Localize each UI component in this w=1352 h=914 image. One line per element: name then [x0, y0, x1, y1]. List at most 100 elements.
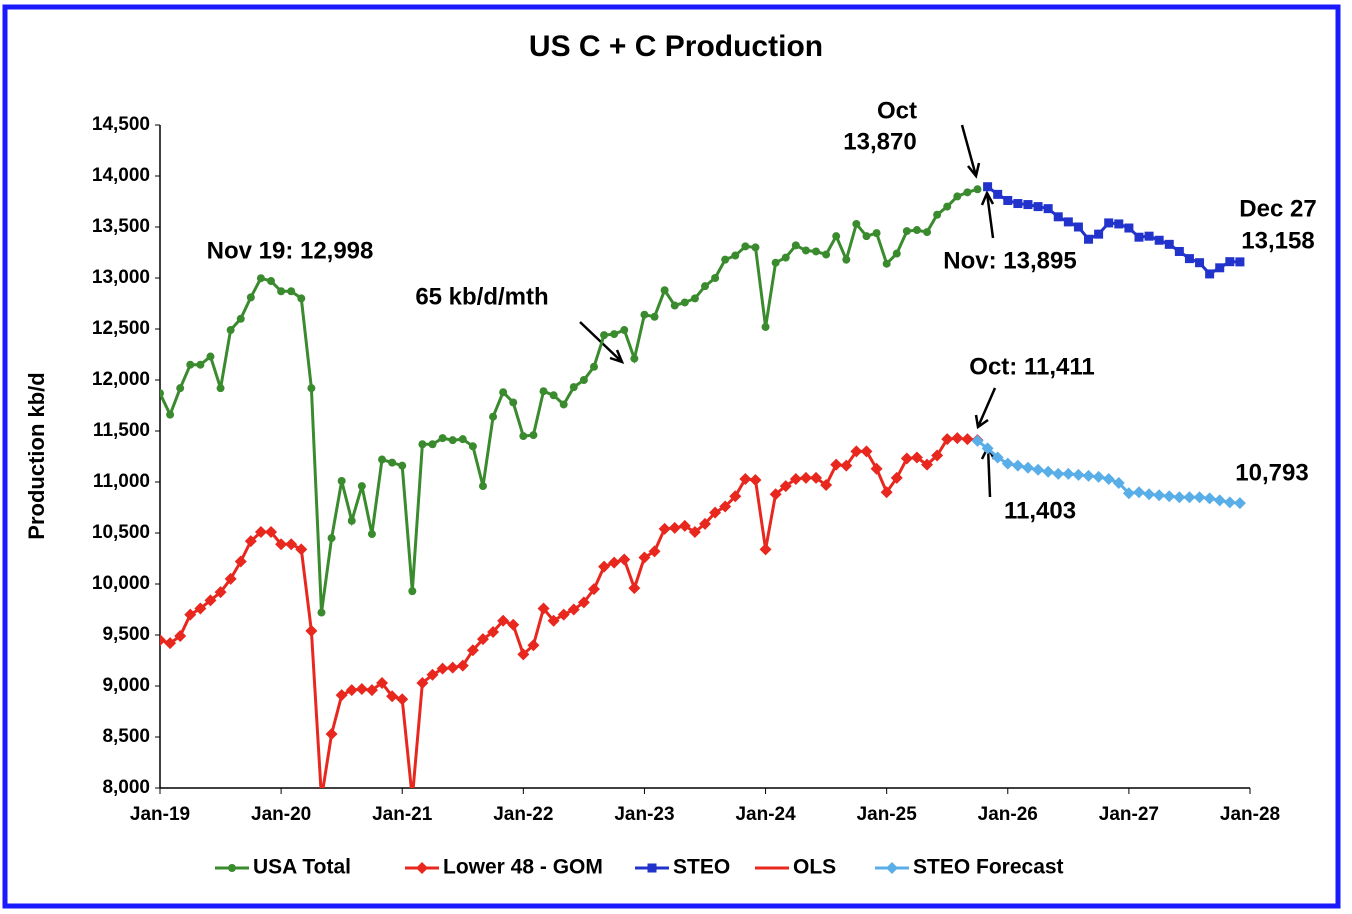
point	[557, 608, 570, 621]
point	[751, 243, 760, 252]
point	[160, 389, 164, 398]
point	[1003, 195, 1013, 205]
point	[1183, 491, 1196, 504]
point	[367, 530, 376, 539]
y-tick-label: 11,000	[93, 471, 150, 492]
point	[749, 473, 762, 486]
point	[194, 602, 207, 615]
point	[1124, 223, 1134, 233]
point	[357, 482, 366, 491]
point	[446, 661, 459, 674]
point	[1072, 468, 1085, 481]
legend-item: OLS	[755, 856, 836, 879]
point	[355, 683, 368, 696]
point	[668, 521, 681, 534]
point	[567, 603, 580, 616]
point	[973, 185, 982, 194]
point	[1052, 467, 1065, 480]
point	[468, 442, 477, 451]
point	[832, 232, 841, 241]
point	[164, 637, 177, 650]
point	[214, 586, 227, 599]
point	[246, 293, 255, 302]
point	[539, 387, 548, 396]
point	[983, 182, 993, 192]
point	[650, 312, 659, 321]
point	[921, 458, 934, 471]
point	[478, 482, 487, 491]
annotation: 65 kb/d/mth	[415, 283, 548, 310]
legend-item: STEO Forecast	[875, 856, 1064, 879]
point	[569, 383, 578, 392]
point	[721, 255, 730, 264]
chart-title: US C + C Production	[529, 30, 823, 63]
point	[1173, 491, 1186, 504]
point	[618, 553, 631, 566]
point	[1082, 469, 1095, 482]
point	[416, 676, 429, 689]
y-tick-label: 8,500	[102, 726, 150, 747]
x-tick-label: Jan-27	[1099, 804, 1159, 825]
point	[487, 625, 500, 638]
point	[1112, 477, 1125, 490]
point	[438, 434, 447, 443]
point	[729, 490, 742, 503]
point	[882, 259, 891, 268]
point	[166, 410, 175, 419]
point	[396, 693, 409, 706]
point	[1235, 257, 1245, 267]
point	[890, 471, 903, 484]
point	[1011, 459, 1024, 472]
point	[1203, 492, 1216, 505]
point	[850, 445, 863, 458]
legend-label: USA Total	[253, 856, 351, 879]
point	[244, 535, 257, 548]
point	[769, 488, 782, 501]
point	[1114, 219, 1124, 229]
point	[489, 412, 498, 421]
point	[458, 435, 467, 444]
arrow	[960, 124, 981, 179]
point	[549, 391, 558, 400]
point	[820, 479, 833, 492]
annotation: Nov 19: 12,998	[207, 237, 374, 264]
x-tick-label: Jan-22	[493, 804, 553, 825]
point	[448, 436, 457, 445]
point	[739, 472, 752, 485]
y-tick-label: 12,000	[92, 369, 150, 390]
point	[1225, 257, 1235, 267]
chart-border	[2, 4, 1341, 909]
point	[761, 322, 770, 331]
point	[860, 445, 873, 458]
point	[1023, 200, 1033, 210]
point	[1032, 463, 1045, 476]
point	[1073, 222, 1083, 232]
y-tick-label: 13,500	[92, 216, 150, 237]
point	[699, 517, 711, 530]
point	[254, 525, 267, 538]
point	[900, 452, 913, 465]
point	[527, 639, 540, 652]
point	[418, 440, 427, 449]
point	[537, 602, 550, 615]
point	[529, 431, 538, 440]
point	[1132, 486, 1145, 499]
point	[688, 525, 701, 538]
point	[892, 249, 901, 258]
point	[963, 188, 972, 197]
point	[799, 471, 812, 484]
point	[701, 282, 709, 291]
point	[519, 432, 528, 441]
point	[840, 459, 853, 472]
point	[428, 440, 437, 449]
point	[981, 442, 994, 455]
point	[810, 471, 823, 484]
point	[226, 326, 235, 335]
point	[1174, 246, 1184, 256]
point	[1205, 269, 1215, 279]
point	[842, 255, 851, 264]
point	[317, 608, 326, 617]
point	[196, 360, 205, 369]
